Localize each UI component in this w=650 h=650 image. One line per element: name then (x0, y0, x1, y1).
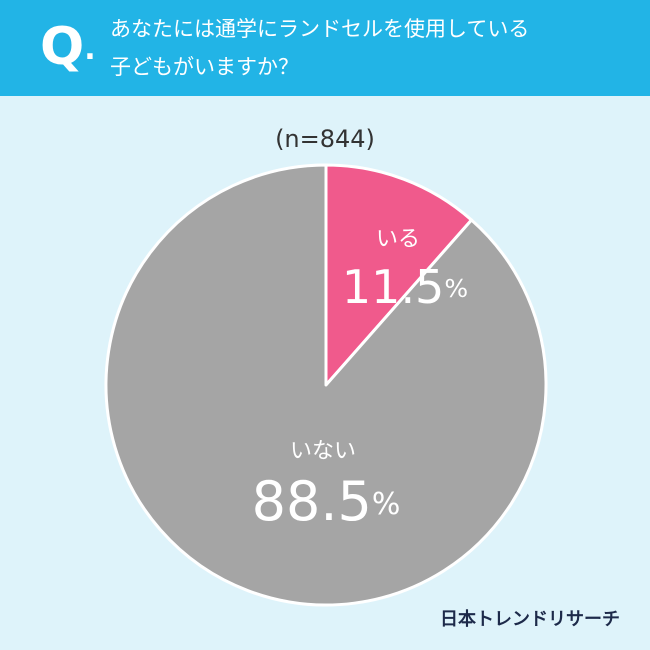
slice-label: いる (376, 227, 420, 252)
question-line: 子どもがいますか？ (110, 55, 299, 79)
pie-slice (104, 163, 548, 607)
slice-label: いない (290, 439, 356, 464)
question-line: あなたには通学にランドセルを使用している (110, 17, 529, 41)
question-mark: Q. (40, 17, 96, 77)
header-band (0, 0, 650, 96)
sample-size: (n=844) (275, 125, 375, 153)
pie-slice (324, 163, 473, 387)
value-label: 88.5% (252, 470, 401, 533)
value-label: 11.5% (342, 260, 468, 314)
brand: 日本トレンドリサーチ (440, 608, 620, 630)
